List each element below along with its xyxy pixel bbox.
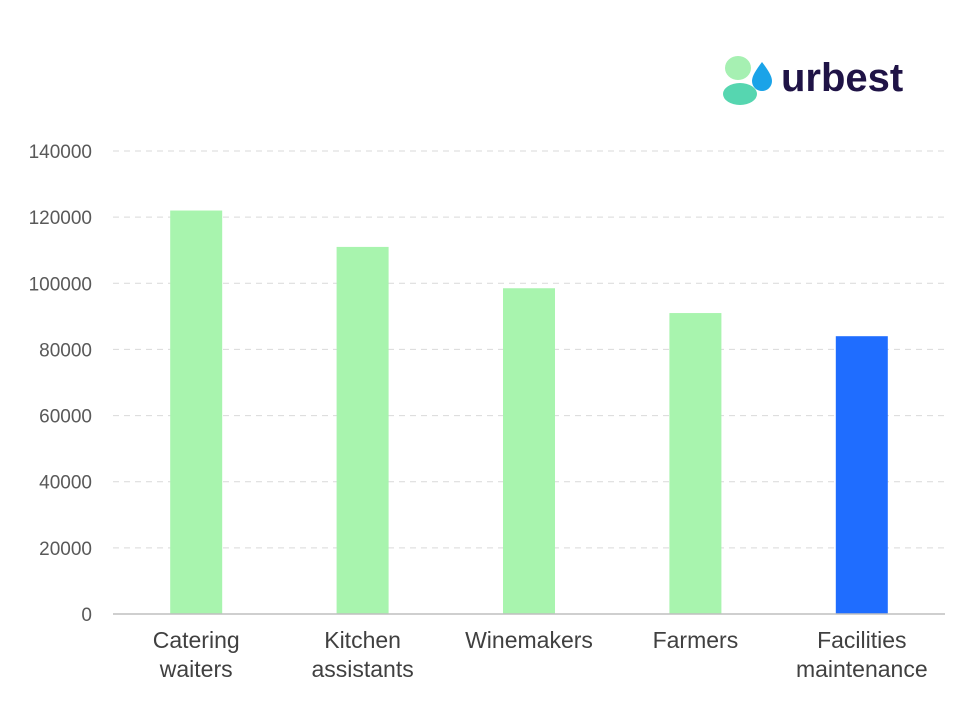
y-tick-label: 120000 bbox=[29, 208, 92, 229]
urbest-logo: urbest bbox=[723, 56, 903, 105]
logo-text: urbest bbox=[781, 56, 903, 100]
x-category-label: maintenance bbox=[796, 656, 928, 682]
x-category-label: assistants bbox=[311, 656, 413, 682]
logo-leaf-top bbox=[725, 56, 751, 80]
bar bbox=[336, 246, 389, 614]
x-axis-labels: Catering waiters Kitchen assistants Winemake… bbox=[153, 627, 928, 682]
logo-icon bbox=[723, 56, 772, 105]
y-tick-label: 40000 bbox=[39, 473, 92, 494]
y-tick-label: 80000 bbox=[39, 340, 92, 361]
x-category-label: Kitchen bbox=[324, 627, 401, 653]
bars bbox=[170, 210, 888, 614]
y-tick-label: 60000 bbox=[39, 407, 92, 428]
bar bbox=[503, 288, 555, 614]
x-category-label: Winemakers bbox=[465, 627, 593, 653]
gridlines bbox=[113, 150, 945, 549]
x-category-label: Facilities bbox=[817, 627, 906, 653]
x-category-label: Farmers bbox=[653, 627, 739, 653]
y-tick-label: 140000 bbox=[29, 142, 92, 163]
y-tick-label: 0 bbox=[81, 605, 92, 626]
logo-leaf-bottom bbox=[723, 83, 757, 105]
x-category-label: Catering bbox=[153, 627, 240, 653]
logo-drop bbox=[752, 62, 772, 91]
y-tick-label: 100000 bbox=[29, 274, 92, 295]
y-axis-ticks: 0 20000 40000 60000 80000 100000 120000 140000 bbox=[29, 142, 92, 626]
x-category-label: waiters bbox=[159, 656, 233, 682]
y-tick-label: 20000 bbox=[39, 539, 92, 560]
bar bbox=[170, 210, 223, 614]
bar bbox=[835, 336, 888, 614]
bar bbox=[669, 313, 722, 614]
